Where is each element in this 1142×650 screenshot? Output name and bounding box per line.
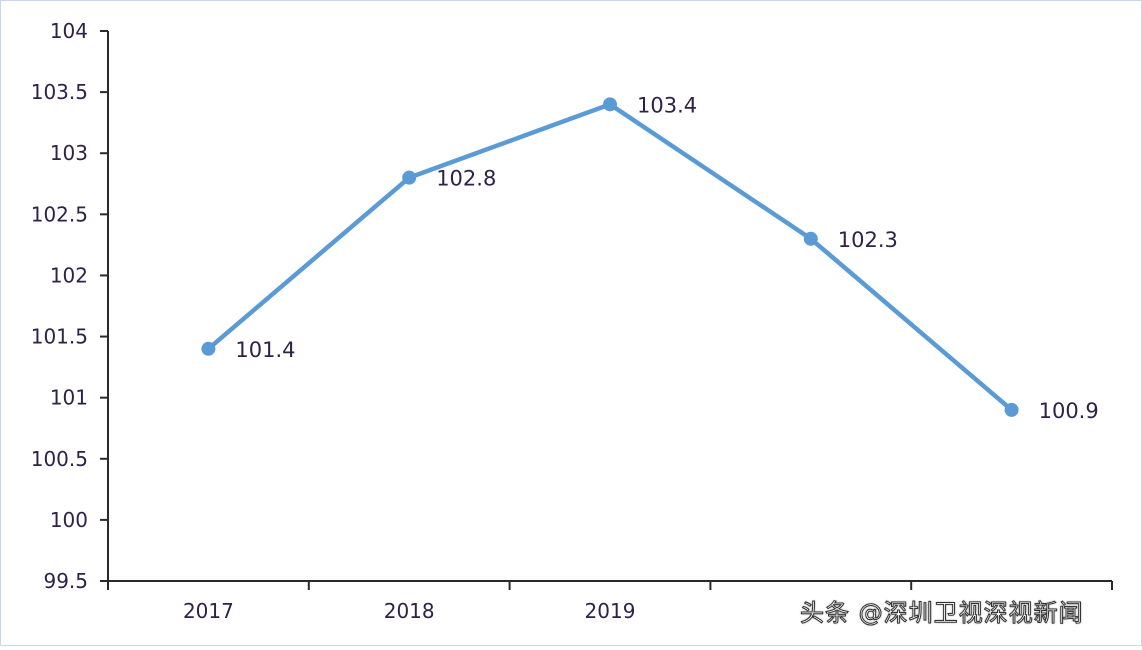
data-label: 101.4 [235,338,295,362]
data-point [1004,402,1019,417]
y-tick-label: 101.5 [31,325,88,349]
y-tick-label: 99.5 [43,569,88,593]
y-tick-label: 100.5 [31,447,88,471]
series [201,97,1019,417]
x-tick-label: 2019 [585,599,636,623]
y-tick-label: 102.5 [31,202,88,226]
data-label: 102.3 [838,228,898,252]
y-tick-label: 101 [50,386,88,410]
y-tick-label: 100 [50,508,88,532]
data-labels: 101.4 102.8 103.4 102.3 100.9 [235,93,1098,423]
x-axis: 2017 2018 2019 [107,580,1113,623]
series-line [206,102,1014,413]
y-tick-label: 104 [50,19,88,43]
y-tick-label: 103 [50,141,88,165]
watermark-text: 头条 @深圳卫视深视新闻 [800,599,1084,628]
y-axis: 99.5 100 100.5 101 101.5 102 102.5 103 103.5 104 [31,19,109,593]
y-tick-label: 102 [50,263,88,287]
x-tick-label: 2017 [183,599,234,623]
data-label: 102.8 [436,167,496,191]
data-label: 103.4 [637,93,697,117]
x-tick-label: 2018 [384,599,435,623]
data-point [803,231,818,246]
y-tick-label: 103.5 [31,80,88,104]
data-point [201,341,216,356]
data-point [603,97,617,112]
data-point [402,170,417,185]
data-label: 100.9 [1039,399,1099,423]
